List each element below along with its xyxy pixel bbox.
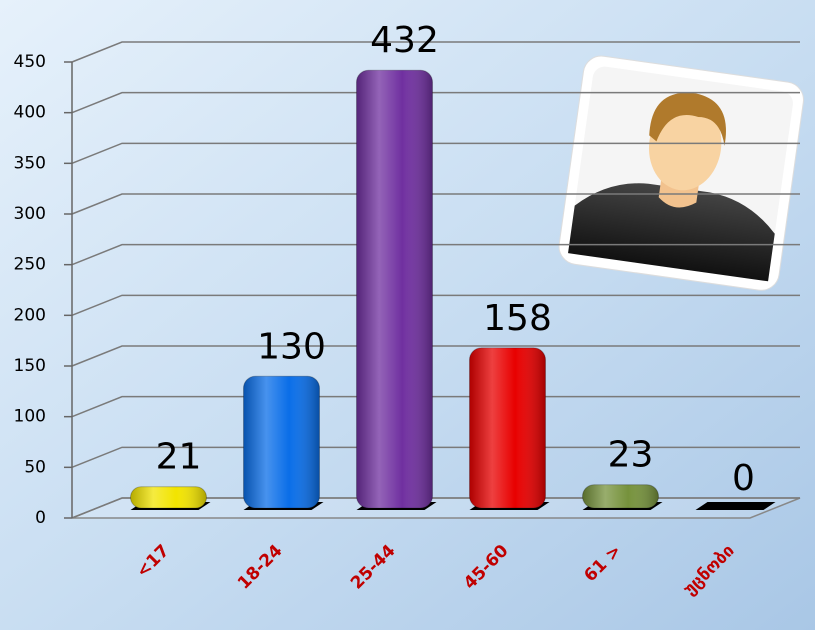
y-tick-label: 350 xyxy=(14,153,46,173)
data-label: 23 xyxy=(608,435,654,476)
bar-shine xyxy=(583,485,659,508)
y-tick-label: 50 xyxy=(24,457,46,477)
y-tick-label: 150 xyxy=(14,356,46,376)
bar-shine xyxy=(131,487,207,508)
y-tick-label: 0 xyxy=(35,508,46,528)
y-tick-label: 200 xyxy=(14,305,46,325)
data-label: 158 xyxy=(483,298,552,339)
profile-picture xyxy=(557,54,806,293)
bar-shine xyxy=(244,376,320,508)
bar-shine xyxy=(470,348,546,508)
data-label: 432 xyxy=(370,20,439,61)
chart: 05010015020025030035040045021<1713018-24… xyxy=(0,0,815,630)
y-tick-label: 100 xyxy=(14,407,46,427)
y-tick-label: 450 xyxy=(14,52,46,72)
y-tick-label: 300 xyxy=(14,204,46,224)
data-label: 21 xyxy=(156,437,202,478)
bar-shine xyxy=(357,70,433,508)
y-tick-label: 400 xyxy=(14,103,46,123)
data-label: 130 xyxy=(257,326,326,367)
data-label: 0 xyxy=(732,458,755,499)
y-tick-label: 250 xyxy=(14,255,46,275)
bar-shadow xyxy=(696,502,776,510)
